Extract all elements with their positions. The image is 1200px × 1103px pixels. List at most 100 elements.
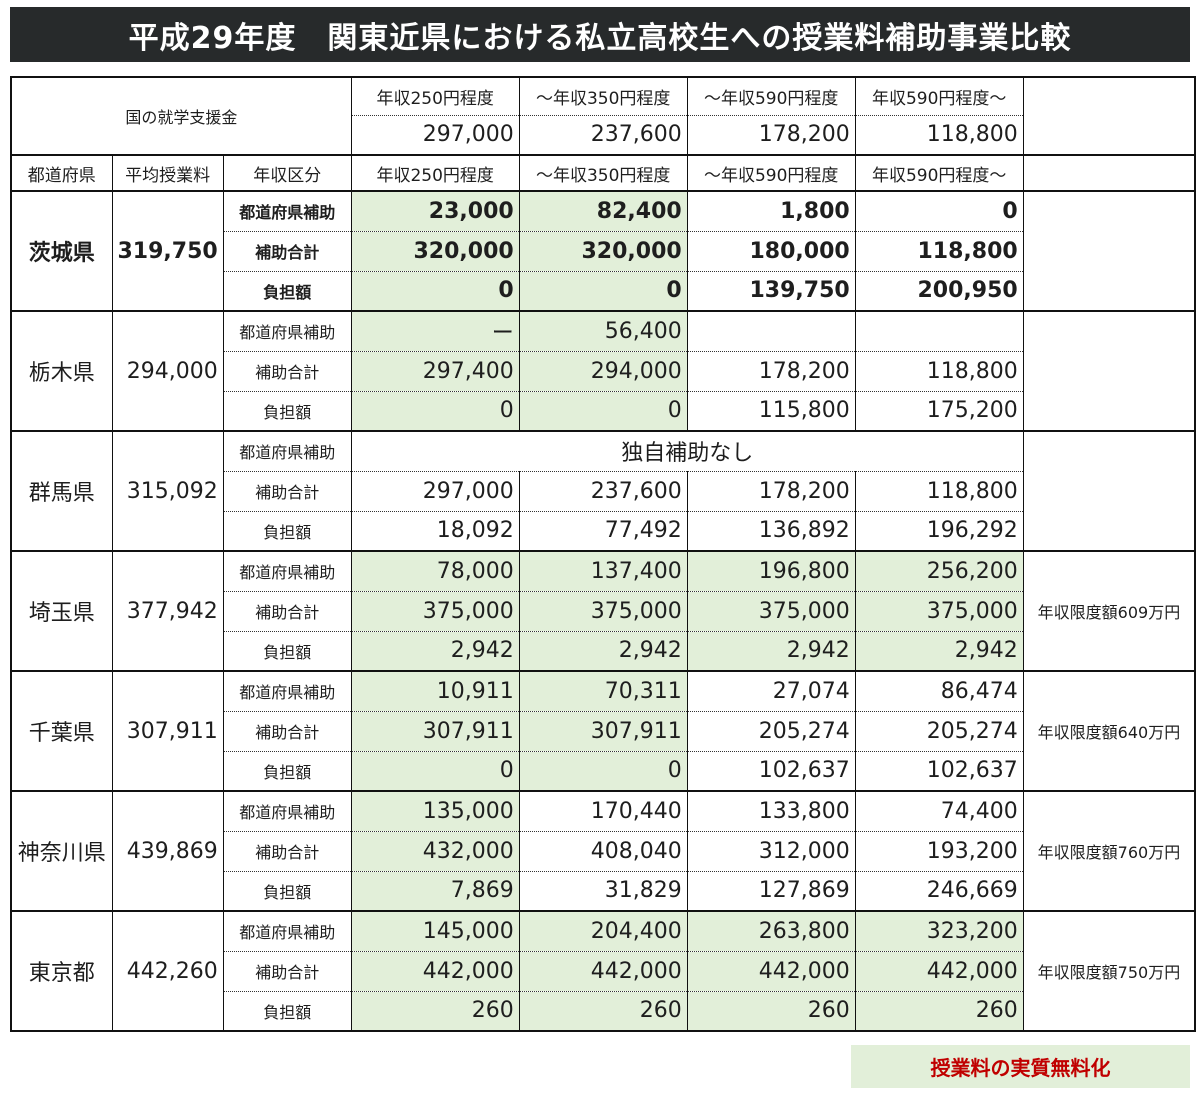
amount-cell: 294,000: [518, 351, 688, 392]
amount-cell: 193,200: [854, 831, 1024, 872]
amount-cell: 375,000: [686, 591, 856, 632]
prefecture-row-subsidy: 千葉県 307,911 都道府県補助 10,911 70,311 27,074 86,474…: [10, 670, 1197, 791]
national-bracket-label: ～年収590円程度: [686, 76, 856, 116]
income-category-label: 補助合計: [222, 831, 352, 872]
amount-cell: 2,942: [350, 631, 520, 671]
amount-cell: 375,000: [350, 591, 520, 632]
prefecture-name: 神奈川県: [10, 790, 112, 911]
income-category-label: 都道府県補助: [222, 910, 352, 952]
header-row: 都道府県 平均授業料 年収区分 年収250円程度 ～年収350円程度 ～年収590円程度年…: [10, 154, 1197, 191]
amount-cell: 102,637: [854, 751, 1024, 791]
amount-cell: 263,800: [686, 910, 856, 952]
amount-cell: 442,000: [686, 951, 856, 992]
national-brackets-row: 国の就学支援金 年収250円程度 ～年収350円程度 ～年収590円程度 年収590円程…: [9, 76, 1197, 155]
prefecture-avg-tuition: 442,260: [111, 910, 224, 1032]
amount-cell: 70,311: [518, 670, 688, 712]
amount-cell: 297,000: [350, 471, 520, 512]
legend-free-tuition: 授業料の実質無料化: [851, 1045, 1190, 1088]
amount-cell: 205,274: [686, 711, 856, 752]
prefecture-row-total: 補助合計 432,000 408,040 312,000 193,200: [11, 831, 1195, 872]
header-bracket-label: 年収590円程度～: [854, 154, 1024, 191]
income-category-label: 補助合計: [222, 711, 352, 752]
income-limit-note: 年収限度額760万円: [1022, 790, 1197, 911]
income-limit-note: 年収限度額609万円: [1022, 550, 1197, 671]
income-category-label: 都道府県補助: [222, 310, 352, 352]
prefecture-row-burden: 負担額 2,942 2,942 2,942 2,942: [11, 631, 1195, 671]
amount-cell: ー: [350, 310, 520, 352]
amount-cell: 260: [686, 991, 856, 1032]
amount-cell: 0: [518, 391, 688, 431]
amount-cell: 102,637: [686, 751, 856, 791]
amount-cell: 442,000: [350, 951, 520, 992]
prefecture-name: 千葉県: [10, 670, 112, 791]
income-category-label: 都道府県補助: [222, 190, 352, 232]
amount-cell: 118,800: [854, 231, 1024, 272]
amount-cell: 118,800: [854, 471, 1024, 512]
amount-cell: 0: [854, 190, 1024, 232]
amount-cell: 237,600: [518, 471, 688, 512]
income-category-label: 負担額: [222, 511, 352, 551]
amount-cell: 1,800: [686, 190, 856, 232]
prefecture-name: 栃木県: [10, 310, 112, 431]
amount-cell: [686, 310, 856, 352]
note-cell: [1022, 115, 1197, 155]
amount-cell: 145,000: [350, 910, 520, 952]
amount-cell: 375,000: [854, 591, 1024, 632]
amount-cell: 178,200: [686, 351, 856, 392]
page-title: 平成29年度 関東近県における私立高校生への授業料補助事業比較: [10, 7, 1190, 62]
prefecture-name: 東京都: [10, 910, 112, 1032]
income-category-label: 都道府県補助: [222, 550, 352, 592]
prefecture-row-subsidy: 群馬県 315,092 都道府県補助 独自補助なし: [10, 430, 1197, 551]
header-income-class: 年収区分: [222, 154, 352, 191]
national-support-value: 297,000: [350, 115, 520, 155]
amount-cell: 320,000: [350, 231, 520, 272]
note-cell: [1022, 154, 1197, 191]
prefecture-row-burden: 負担額 18,092 77,492 136,892 196,292: [11, 511, 1195, 551]
note-cell: [1022, 76, 1197, 115]
national-support-value: 118,800: [854, 115, 1024, 155]
amount-cell: 323,200: [854, 910, 1024, 952]
amount-cell: 307,911: [518, 711, 688, 752]
comparison-table-container: 国の就学支援金 年収250円程度 ～年収350円程度 ～年収590円程度 年収590円程…: [9, 76, 1197, 1032]
prefecture-avg-tuition: 294,000: [111, 310, 224, 431]
amount-cell: 0: [518, 271, 688, 311]
amount-cell: 180,000: [686, 231, 856, 272]
amount-cell: 170,440: [518, 790, 688, 832]
income-category-label: 負担額: [222, 991, 352, 1032]
amount-cell: 137,400: [518, 550, 688, 592]
amount-cell: 442,000: [518, 951, 688, 992]
income-category-label: 補助合計: [222, 471, 352, 512]
amount-cell: 135,000: [350, 790, 520, 832]
amount-cell: 18,092: [350, 511, 520, 551]
prefecture-row-subsidy: 茨城県 319,750 都道府県補助 23,000 82,400 1,800 0: [10, 190, 1197, 311]
income-category-label: 負担額: [222, 871, 352, 911]
income-category-label: 補助合計: [222, 231, 352, 272]
national-bracket-label: 年収250円程度: [350, 76, 520, 116]
income-category-label: 負担額: [222, 391, 352, 431]
income-category-label: 補助合計: [222, 351, 352, 392]
amount-cell: 312,000: [686, 831, 856, 872]
amount-cell: 0: [350, 391, 520, 431]
income-category-label: 都道府県補助: [222, 430, 352, 472]
prefecture-row-total: 補助合計 307,911 307,911 205,274 205,274: [11, 711, 1195, 752]
amount-cell: 0: [350, 751, 520, 791]
income-category-label: 都道府県補助: [222, 670, 352, 712]
amount-cell: 127,869: [686, 871, 856, 911]
amount-cell: 133,800: [686, 790, 856, 832]
amount-cell: 74,400: [854, 790, 1024, 832]
prefecture-avg-tuition: 319,750: [111, 190, 224, 311]
header-bracket-label: ～年収350円程度: [518, 154, 688, 191]
prefecture-row-subsidy: 神奈川県 439,869 都道府県補助 135,000 170,440 133,800 74…: [10, 790, 1197, 911]
amount-cell: 196,292: [854, 511, 1024, 551]
prefecture-row-total: 補助合計 320,000 320,000 180,000 118,800: [11, 231, 1195, 272]
amount-cell: 175,200: [854, 391, 1024, 431]
income-category-label: 負担額: [222, 631, 352, 671]
amount-cell: 196,800: [686, 550, 856, 592]
prefecture-row-burden: 負担額 7,869 31,829 127,869 246,669: [11, 871, 1195, 911]
prefecture-avg-tuition: 315,092: [111, 430, 224, 551]
income-limit-note: 年収限度額640万円: [1022, 670, 1197, 791]
income-limit-note: [1022, 430, 1197, 551]
amount-cell: 31,829: [518, 871, 688, 911]
income-category-label: 負担額: [222, 271, 352, 311]
amount-cell: 246,669: [854, 871, 1024, 911]
